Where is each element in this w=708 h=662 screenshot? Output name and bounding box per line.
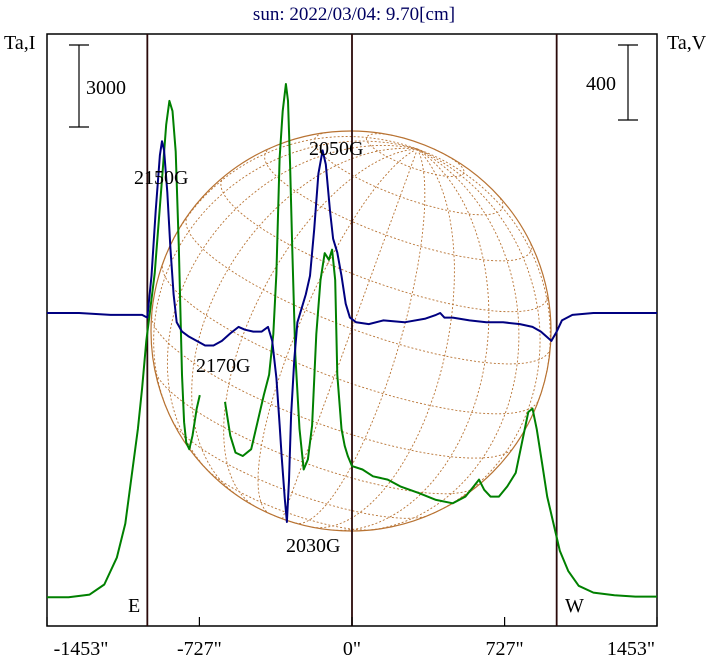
disc-latitude-line <box>313 132 504 216</box>
disc-longitude-line <box>281 148 418 520</box>
annotation-2170g: 2170G <box>196 355 250 377</box>
east-limb-label: E <box>128 595 140 617</box>
annotation-2030g: 2030G <box>286 535 340 557</box>
chart-title: sun: 2022/03/04: 9.70[cm] <box>253 4 455 25</box>
x-tick-label: -727" <box>177 638 222 660</box>
left-axis-label: Ta,I <box>4 32 35 54</box>
x-axis-ticks: -1453" -727" 0" 727" 1453" <box>46 617 658 660</box>
x-tick-label: 727" <box>486 638 524 660</box>
right-scale-bar <box>618 44 638 121</box>
reference-lines <box>146 34 558 626</box>
disc-longitude-line <box>223 148 418 507</box>
disc-longitude-line <box>295 148 426 524</box>
disc-latitude-line <box>264 147 532 262</box>
solar-disc <box>150 130 552 532</box>
disc-longitude-line <box>332 148 490 531</box>
x-tick-label: 1453" <box>607 638 655 660</box>
disc-latitude-line <box>220 176 549 313</box>
disc-latitude-line <box>151 316 513 459</box>
annotation-2050g: 2050G <box>309 138 363 160</box>
intensity-series-line <box>47 83 657 599</box>
x-tick-label: 0" <box>343 638 361 660</box>
left-scale-bar <box>69 44 89 128</box>
disc-longitude-line <box>162 136 418 263</box>
disc-longitude-line <box>191 147 418 496</box>
x-tick-label: -1453" <box>54 638 109 660</box>
disc-latitude-line <box>185 215 551 365</box>
polarization-series-line <box>47 140 657 523</box>
disc-limb <box>150 130 552 532</box>
disc-longitude-line <box>153 140 418 422</box>
right-axis-label: Ta,V <box>667 32 707 54</box>
disc-longitude-line <box>312 148 455 529</box>
disc-longitude-line <box>417 148 551 400</box>
disc-latitude-line <box>365 133 465 178</box>
disc-latitude-line <box>154 369 477 495</box>
disc-longitude-line <box>417 148 541 516</box>
disc-longitude-line <box>370 148 520 531</box>
left-scale-value: 3000 <box>86 77 126 99</box>
series-layer <box>47 83 657 599</box>
annotation-2150g: 2150G <box>134 167 188 189</box>
right-scale-value: 400 <box>586 73 616 95</box>
west-limb-label: W <box>565 595 584 617</box>
